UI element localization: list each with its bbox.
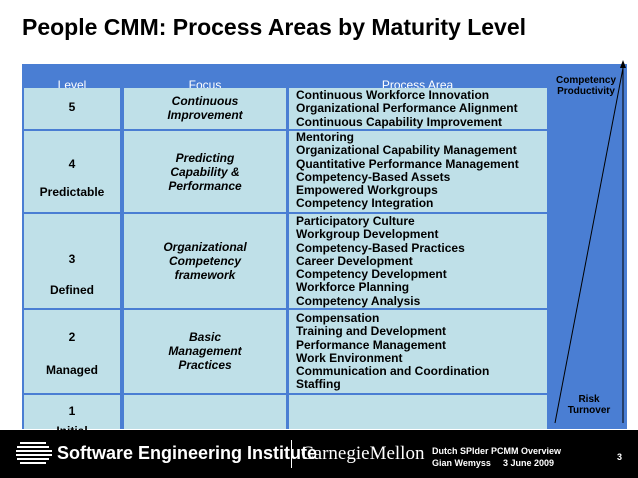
sei-name: Software Engineering Institute: [57, 443, 318, 463]
process-area-item: Continuous Capability Improvement: [296, 114, 503, 129]
risk-turnover-label: Risk Turnover: [567, 394, 611, 416]
row4-focus-cell: [124, 131, 286, 212]
row4-level-cell: [24, 131, 120, 212]
row2-level: 2: [68, 330, 76, 344]
footer-date: 3 June 2009: [503, 458, 555, 468]
row2-level-name: Managed: [45, 363, 98, 377]
row2-focus: Basic Management Practices: [168, 330, 242, 372]
process-area-item: Career Development: [296, 253, 413, 268]
row5-focus: Continuous Improvement: [167, 94, 243, 122]
row2-focus-cell: [124, 310, 286, 393]
process-area-item: Compensation: [296, 311, 380, 325]
process-area-item: Competency Development: [296, 267, 447, 282]
row4-focus: Predicting Capability & Performance: [168, 151, 242, 193]
rising-arrow-icon: [554, 60, 626, 424]
process-area-item: Organizational Performance Alignment: [296, 101, 518, 116]
row1-focus-cell: [124, 395, 286, 429]
row2-level-cell: [24, 310, 120, 393]
slide-title: People CMM: Process Areas by Maturity Le…: [22, 14, 527, 40]
process-area-item: Staffing: [296, 377, 341, 392]
sei-logo-icon: [16, 442, 52, 464]
row1-process-cell: [289, 395, 547, 429]
row3-level-name: Defined: [49, 283, 94, 297]
footer-bar: [0, 430, 638, 478]
process-area-item: Workgroup Development: [296, 227, 439, 242]
footer-event: Dutch SPIder PCMM Overview: [432, 446, 562, 456]
footer-presenter: Gian Wemyss: [432, 458, 491, 468]
row3-focus: Organizational Competency framework: [163, 240, 247, 282]
row3-level: 3: [68, 252, 76, 266]
process-area-item: Competency Integration: [296, 196, 434, 211]
row3-level-cell: [24, 214, 120, 308]
page-number: 3: [617, 452, 623, 462]
footer-divider: [291, 440, 292, 468]
process-area-item: Competency-Based Assets: [296, 169, 451, 184]
process-area-item: Continuous Workforce Innovation: [296, 88, 490, 102]
row3-process-areas: Participatory Culture Workgroup Developm…: [296, 214, 465, 308]
cmu-name: CarnegieMellon: [301, 443, 425, 464]
row1-level-cell: [24, 395, 120, 429]
row5-focus-cell: [124, 88, 286, 129]
process-area-item: Performance Management: [296, 337, 447, 352]
row3-focus-cell: [124, 214, 286, 308]
process-area-item: Participatory Culture: [296, 214, 415, 228]
process-area-item: Training and Development: [296, 324, 447, 339]
process-area-item: Mentoring: [296, 130, 354, 144]
row4-level: 4: [68, 157, 76, 171]
process-area-item: Communication and Coordination: [296, 364, 490, 379]
row4-process-cell: [289, 131, 547, 212]
row5-level-cell: [24, 88, 120, 129]
competency-productivity-label: Competency Productivity: [555, 75, 616, 97]
row2-process-areas: Compensation Training and Development Pe…: [296, 311, 490, 392]
process-area-item: Workforce Planning: [296, 280, 410, 295]
row5-level: 5: [68, 100, 76, 114]
row4-process-areas: Mentoring Organizational Capability Mana…: [296, 130, 519, 211]
row4-level-name: Predictable: [39, 185, 105, 199]
row5-process-cell: [289, 88, 547, 129]
process-area-item: Quantitative Performance Management: [296, 156, 519, 171]
process-area-item: Organizational Capability Management: [296, 143, 517, 158]
row5-process-areas: Continuous Workforce Innovation Organiza…: [296, 88, 518, 129]
process-area-item: Work Environment: [296, 350, 403, 365]
row2-process-cell: [289, 310, 547, 393]
row1-level: 1: [68, 404, 76, 418]
process-area-item: Competency-Based Practices: [296, 240, 465, 255]
competency-side-panel: [549, 64, 627, 429]
row3-process-cell: [289, 214, 547, 308]
process-area-item: Competency Analysis: [296, 293, 421, 308]
process-area-item: Empowered Workgroups: [296, 183, 438, 198]
